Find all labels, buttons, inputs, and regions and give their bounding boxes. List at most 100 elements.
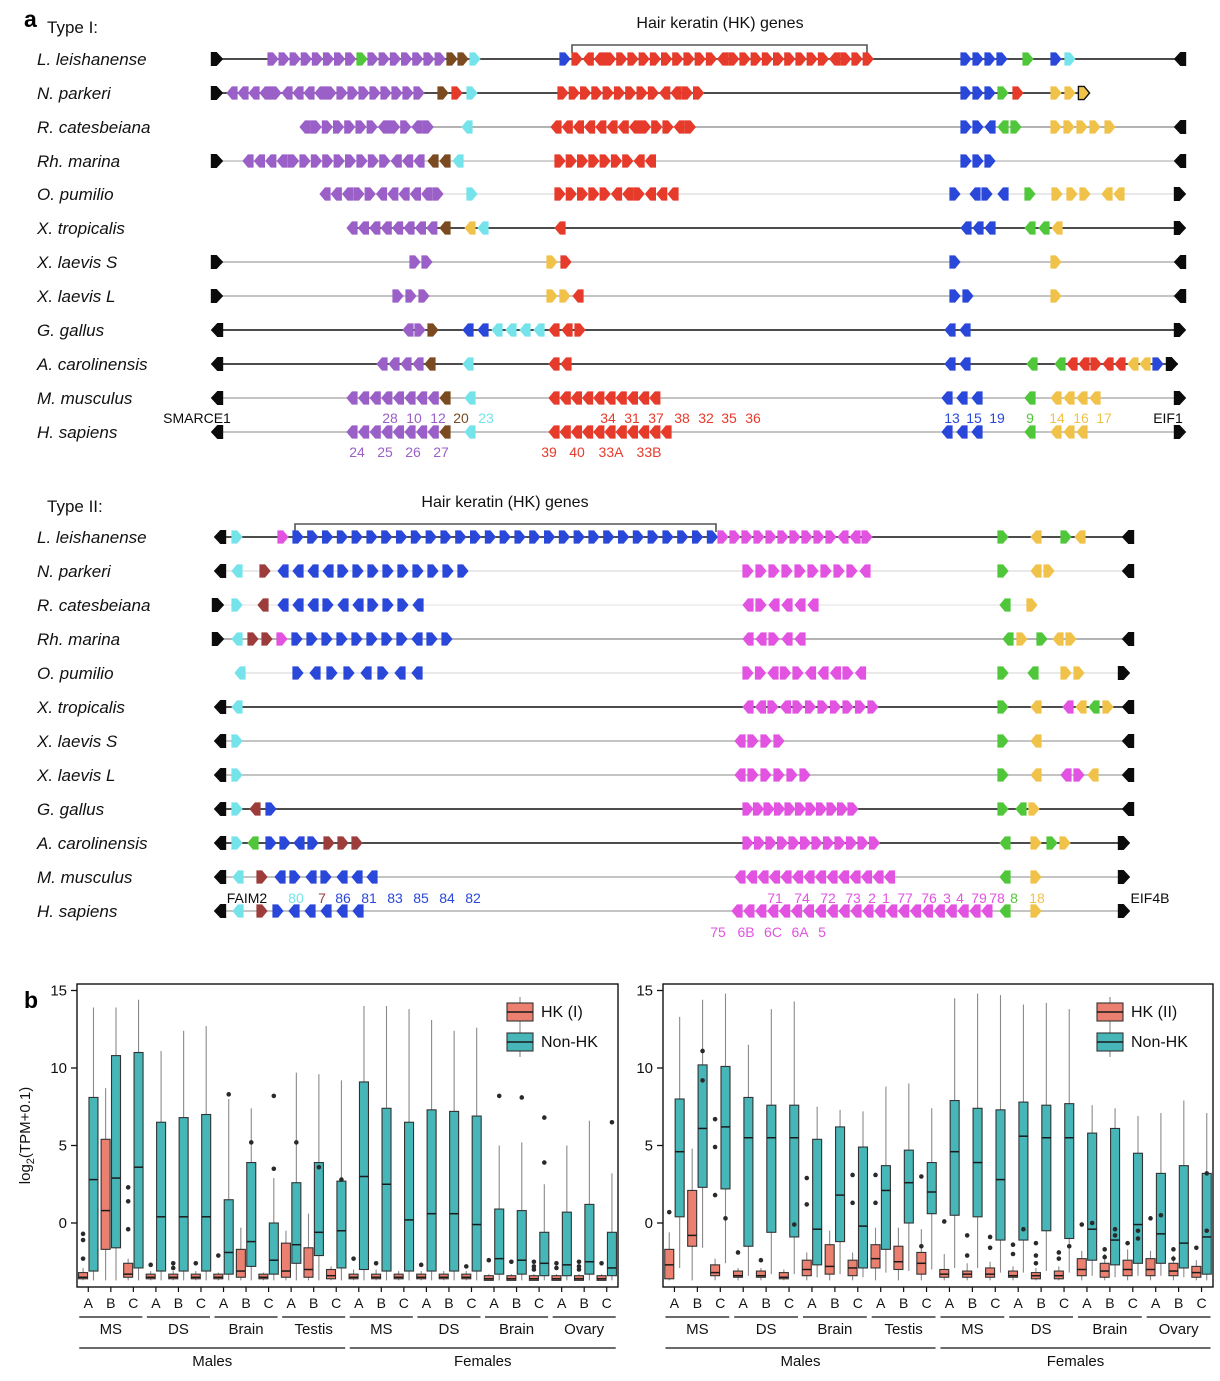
flank-gene-arrow — [1173, 120, 1187, 134]
gene-arrow-magenta — [860, 870, 873, 884]
gene-arrow-blue — [289, 870, 301, 884]
gene-arrow-yellow — [1101, 187, 1113, 201]
nonhk-box — [835, 1126, 846, 1243]
gene-arrow-blue — [274, 870, 286, 884]
gene-arrow-purple — [367, 52, 379, 66]
gene-arrow-blue — [326, 666, 338, 680]
replicate-label: B — [1174, 1295, 1183, 1311]
gene-arrow-red — [693, 86, 705, 100]
gene-arrow-red — [739, 52, 751, 66]
gene-arrow-purple — [402, 86, 414, 100]
gene-arrow-magenta — [781, 564, 793, 578]
gene-arrow-red — [584, 120, 596, 134]
gene-arrow-cyan — [452, 154, 464, 168]
nonhk-box — [743, 1096, 754, 1247]
gene-arrow-red — [548, 357, 560, 371]
gene-arrow-yellow — [1050, 255, 1062, 269]
gene-number-label: 74 — [794, 890, 810, 906]
tissue-label: DS — [756, 1321, 777, 1338]
gene-arrow-red — [580, 86, 592, 100]
gene-arrow-purple — [276, 154, 288, 168]
species-label: Rh. marina — [37, 152, 120, 171]
y-tick-label: 10 — [636, 1060, 653, 1077]
gene-arrow-yellow — [1064, 86, 1076, 100]
sex-label: Males — [780, 1353, 820, 1370]
gene-arrow-green — [997, 86, 1009, 100]
gene-arrow-red — [617, 120, 629, 134]
replicate-label: A — [557, 1295, 567, 1311]
gene-arrow-yellow — [1065, 632, 1077, 646]
gene-arrow-red — [670, 86, 682, 100]
y-tick-label: 0 — [59, 1215, 67, 1232]
gene-arrow-red — [656, 187, 668, 201]
species-row: X. tropicalis — [36, 698, 1135, 717]
gene-arrow-red — [570, 391, 582, 405]
gene-arrow-red — [610, 187, 623, 201]
gene-arrow-purple — [344, 120, 356, 134]
nonhk-box — [110, 1055, 122, 1249]
gene-arrow-yellow — [559, 289, 571, 303]
gene-arrow-blue — [396, 632, 408, 646]
gene-number-label: 78 — [989, 890, 1005, 906]
gene-arrow-magenta — [777, 530, 789, 544]
gene-number-label: 24 — [349, 444, 365, 460]
gene-arrow-blue — [1050, 52, 1062, 66]
gene-arrow-red — [613, 86, 626, 100]
gene-arrow-magenta — [849, 530, 861, 544]
gene-arrow-blue — [618, 530, 630, 544]
gene-arrow-green — [999, 836, 1011, 850]
gene-arrow-blue — [307, 836, 319, 850]
gene-arrow-blue — [949, 187, 961, 201]
outlier-dot — [1056, 1250, 1062, 1255]
gene-arrow-purple — [427, 425, 439, 439]
hk-box — [528, 1275, 539, 1281]
outlier-dot — [1056, 1256, 1062, 1261]
gene-arrow-magenta — [794, 802, 807, 816]
gene-arrow-yellow — [1076, 391, 1088, 405]
outlier-dot — [271, 1166, 277, 1172]
gene-arrow-blue — [427, 564, 439, 578]
flank-gene-arrow — [213, 870, 227, 884]
gene-arrow-blue — [573, 530, 585, 544]
gene-arrow-blue — [544, 530, 556, 544]
outlier-dot — [1148, 1216, 1153, 1221]
gene-arrow-blue — [470, 530, 482, 544]
tissue-label: Brain — [1092, 1321, 1127, 1338]
gene-arrow-maroon — [323, 836, 335, 850]
outlier-dot — [80, 1256, 86, 1261]
gene-arrow-red — [602, 86, 614, 100]
gene-arrow-red — [673, 120, 685, 134]
gene-arrow-yellow — [1043, 564, 1055, 578]
gene-arrow-blue — [307, 530, 319, 544]
species-row: R. catesbeiana — [37, 118, 1187, 137]
nonhk-box — [697, 1064, 708, 1188]
hk-box — [258, 1273, 269, 1280]
gene-arrow-blue — [305, 870, 317, 884]
replicate-label: C — [784, 1295, 794, 1311]
gene-arrow-magenta — [874, 904, 886, 918]
gene-arrow-magenta — [768, 870, 781, 884]
gene-arrow-yellow — [546, 255, 558, 269]
gene-arrow-blue — [293, 836, 305, 850]
gene-arrow-green — [1024, 425, 1036, 439]
gene-arrow-blue — [336, 530, 348, 544]
gene-arrow-blue — [382, 598, 394, 612]
flank-gene-arrow — [1165, 357, 1179, 371]
gene-arrow-green — [356, 52, 368, 66]
gene-arrow-blue — [411, 666, 423, 680]
gene-arrow-blue — [960, 154, 972, 168]
replicate-label: B — [580, 1295, 589, 1311]
gene-arrow-red — [683, 52, 695, 66]
gene-arrow-purple — [322, 154, 334, 168]
gene-arrow-purple — [426, 221, 438, 235]
gene-arrow-red — [559, 391, 571, 405]
gene-arrow-magenta — [799, 768, 811, 782]
hk-box — [1099, 1262, 1110, 1278]
gene-arrow-magenta — [850, 904, 862, 918]
outlier-dot — [735, 1250, 741, 1255]
gene-arrow-blue — [351, 632, 363, 646]
outlier-dot — [486, 1257, 492, 1263]
outlier-dot — [576, 1267, 582, 1272]
gene-arrow-magenta — [826, 904, 838, 918]
hk-box — [1145, 1258, 1156, 1277]
